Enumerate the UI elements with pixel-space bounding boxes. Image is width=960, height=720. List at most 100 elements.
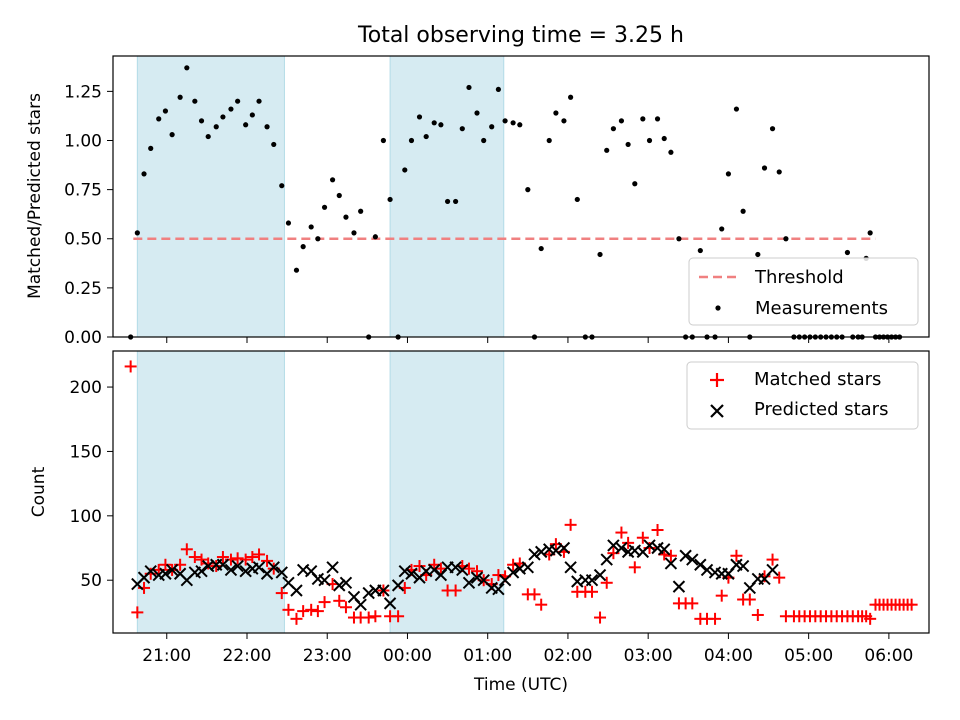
predicted-star-point (470, 571, 484, 584)
predicted-star-point (216, 558, 230, 571)
bottom-x-axis-label: Time (UTC) (473, 675, 568, 695)
matched-star-point (413, 560, 426, 573)
top-y-tick-label: 0.00 (64, 328, 102, 348)
measurement-point (213, 124, 219, 130)
matched-star-point (311, 605, 324, 618)
matched-star-point (131, 606, 144, 619)
measurement-point (481, 137, 487, 144)
top-x-ticks (166, 337, 890, 343)
measurement-point (517, 122, 523, 128)
top-legend: Threshold Measurements (688, 257, 919, 326)
predicted-legend-label: Predicted stars (754, 399, 888, 420)
x-tick-label: 00:00 (383, 646, 432, 666)
measurement-point (343, 214, 349, 220)
predicted-star-point (144, 564, 157, 578)
top-shaded-interval (389, 55, 505, 338)
measurement-point (148, 145, 154, 151)
predicted-star-point (290, 584, 303, 597)
predicted-star-point (766, 563, 779, 577)
top-y-tick-label: 1.00 (64, 131, 102, 151)
matched-star-point (216, 551, 229, 564)
measurement-point (561, 118, 567, 124)
predicted-star-point (506, 566, 520, 579)
matched-star-point (773, 571, 786, 584)
predicted-star-point (224, 563, 238, 577)
matched-star-point (275, 587, 288, 600)
measurement-point (618, 118, 625, 124)
measurement-point (474, 110, 480, 116)
predicted-star-point (267, 561, 280, 574)
measurement-point (228, 106, 234, 112)
measurement-point (844, 249, 851, 256)
measurement-point (416, 114, 423, 120)
measurement-point (661, 135, 667, 142)
measurement-point (249, 112, 255, 118)
matched-star-point (586, 585, 599, 598)
measurement-point (315, 236, 321, 242)
bottom-chart: 21:00 22:00 23:00 00:00 01:00 02:00 03:00 04:00… (29, 350, 930, 695)
predicted-star-point (593, 568, 607, 582)
predicted-star-point (449, 561, 462, 574)
top-shaded-intervals (136, 55, 505, 338)
matched-star-point (449, 584, 462, 597)
x-tick-label: 04:00 (704, 646, 753, 666)
measurement-point (489, 124, 495, 130)
measurement-point (697, 247, 703, 254)
bottom-y-axis-label: Count (29, 466, 49, 517)
measurement-point (510, 120, 516, 126)
top-chart: 0.00 0.25 0.50 0.75 1.00 1.25 Total observing… (25, 23, 930, 348)
measurement-point (625, 141, 631, 148)
matched-star-point (615, 526, 628, 539)
predicted-star-point (658, 543, 671, 556)
measurement-point (184, 65, 190, 71)
measurement-point (329, 177, 336, 183)
measurement-point (525, 187, 531, 193)
predicted-star-point (333, 579, 346, 592)
predicted-star-point (339, 576, 353, 589)
matched-star-point (715, 589, 728, 602)
predicted-star-point (231, 559, 244, 573)
measurement-point (279, 183, 285, 189)
top-y-ticks: 0.00 0.25 0.50 0.75 1.00 1.25 (64, 82, 113, 348)
predicted-star-point (318, 573, 331, 587)
predicted-star-point (456, 563, 469, 577)
matched-star-point (864, 612, 877, 625)
predicted-star-point (492, 583, 505, 596)
matched-star-point (261, 554, 274, 567)
predicted-star-point (615, 541, 628, 555)
measurement-point (387, 196, 393, 203)
matched-star-point (253, 548, 266, 561)
matched-legend-label: Matched stars (754, 369, 881, 390)
measurement-point (769, 126, 776, 132)
measurement-point (351, 230, 357, 236)
measurement-point (597, 251, 603, 258)
measurement-point (632, 181, 638, 187)
measurement-point (867, 230, 873, 236)
x-tick-label: 21:00 (142, 646, 191, 666)
measurement-point (761, 165, 768, 171)
matched-star-point (905, 598, 918, 611)
measurement-point (162, 108, 169, 114)
matched-star-point (392, 610, 405, 623)
measurement-point (640, 116, 646, 122)
measurement-point (408, 137, 415, 144)
matched-star-point (686, 597, 699, 610)
matched-star-point (766, 553, 779, 566)
top-y-tick-label: 0.25 (64, 279, 102, 299)
predicted-star-point (362, 586, 375, 600)
measurement-point (676, 236, 682, 242)
predicted-star-point (326, 561, 339, 574)
top-y-tick-label: 0.75 (64, 181, 102, 201)
top-y-tick-label: 1.25 (64, 82, 102, 102)
measurement-point (177, 94, 183, 100)
predicted-star-point (383, 597, 397, 610)
predicted-star-point (428, 563, 441, 577)
measurements-legend-label: Measurements (755, 298, 888, 319)
measurement-point (466, 84, 472, 91)
matched-star-point (339, 601, 352, 614)
measurement-point (336, 192, 342, 199)
bottom-y-tick-label: 150 (70, 442, 102, 462)
measurements-series (128, 65, 903, 340)
matched-star-point (600, 576, 613, 589)
